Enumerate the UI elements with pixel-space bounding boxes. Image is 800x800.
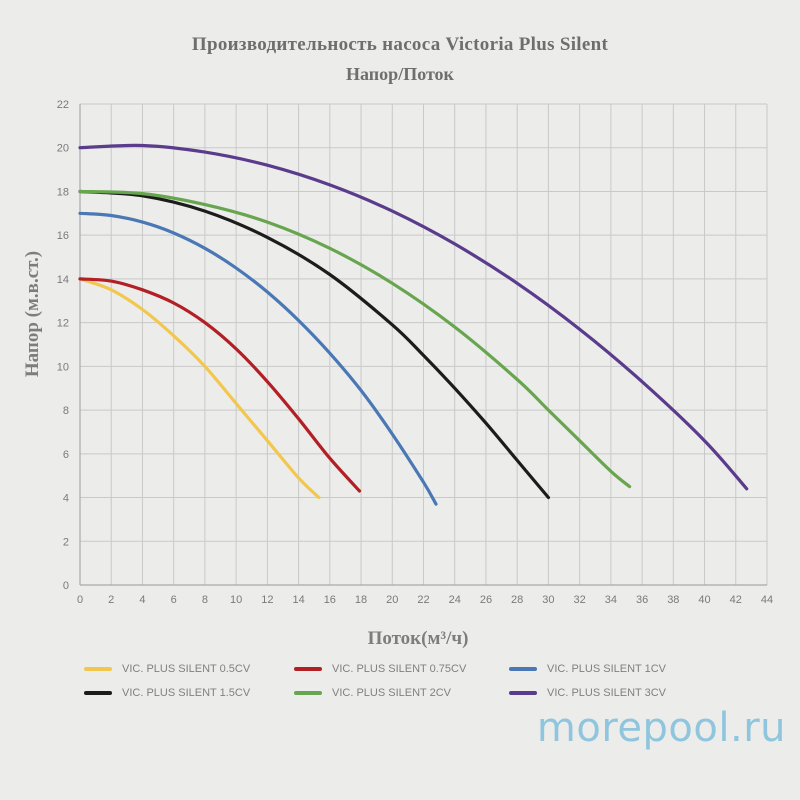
legend-item: VIC. PLUS SILENT 3CV	[509, 687, 719, 699]
legend-label: VIC. PLUS SILENT 1.5CV	[122, 687, 251, 699]
legend-label: VIC. PLUS SILENT 2CV	[332, 687, 452, 699]
x-tick-label: 2	[108, 594, 114, 606]
legend-label: VIC. PLUS SILENT 3CV	[547, 687, 667, 699]
x-tick-label: 28	[511, 594, 523, 606]
x-tick-label: 14	[292, 594, 304, 606]
y-tick-label: 4	[63, 493, 69, 505]
tick-labels: 0 2 4 6 8 10 12 14 16 18 20 22 24 26 28 30 32 34 36 38 40 42 4…	[57, 99, 773, 606]
legend-label: VIC. PLUS SILENT 1CV	[547, 663, 667, 675]
legend: VIC. PLUS SILENT 0.5CV VIC. PLUS SILENT 0…	[84, 663, 724, 699]
x-tick-label: 18	[355, 594, 367, 606]
legend-item: VIC. PLUS SILENT 1.5CV	[84, 687, 294, 699]
y-tick-label: 0	[63, 580, 69, 592]
legend-item: VIC. PLUS SILENT 1CV	[509, 663, 719, 675]
legend-item: VIC. PLUS SILENT 0.75CV	[294, 663, 509, 675]
series-lines	[78, 143, 749, 506]
y-tick-label: 10	[57, 361, 69, 373]
series-line-2	[78, 211, 438, 506]
grid	[79, 103, 768, 586]
x-tick-label: 40	[698, 594, 710, 606]
legend-swatch	[84, 667, 112, 671]
y-tick-label: 18	[57, 186, 69, 198]
x-tick-label: 0	[77, 594, 83, 606]
y-tick-label: 20	[57, 143, 69, 155]
series-line-0	[78, 277, 321, 500]
series-line-3	[78, 189, 550, 500]
x-tick-label: 4	[139, 594, 145, 606]
x-tick-label: 30	[542, 594, 554, 606]
chart-title: Производительность насоса Victoria Plus …	[191, 34, 609, 55]
x-tick-label: 20	[386, 594, 398, 606]
y-tick-label: 8	[63, 405, 69, 417]
series-line-1	[78, 277, 362, 493]
series-line-5	[78, 143, 749, 491]
y-axis-title: Напор (м.в.ст.)	[22, 251, 43, 377]
legend-item: VIC. PLUS SILENT 2CV	[294, 687, 509, 699]
x-tick-label: 38	[667, 594, 679, 606]
y-tick-label: 6	[63, 449, 69, 461]
y-tick-label: 22	[57, 99, 69, 111]
chart-subtitle: Напор/Поток	[346, 64, 454, 84]
x-tick-label: 26	[480, 594, 492, 606]
series-line-4	[78, 189, 632, 489]
x-axis-title: Поток(м³/ч)	[368, 628, 469, 649]
legend-swatch	[294, 691, 322, 695]
x-tick-label: 8	[202, 594, 208, 606]
legend-swatch	[84, 691, 112, 695]
legend-swatch	[509, 667, 537, 671]
legend-label: VIC. PLUS SILENT 0.75CV	[332, 663, 467, 675]
x-tick-label: 36	[636, 594, 648, 606]
legend-label: VIC. PLUS SILENT 0.5CV	[122, 663, 251, 675]
y-tick-label: 14	[57, 274, 69, 286]
legend-item: VIC. PLUS SILENT 0.5CV	[84, 663, 294, 675]
y-tick-label: 2	[63, 536, 69, 548]
x-tick-label: 34	[605, 594, 617, 606]
x-tick-label: 10	[230, 594, 242, 606]
x-tick-label: 24	[449, 594, 461, 606]
x-tick-label: 12	[261, 594, 273, 606]
x-tick-label: 44	[761, 594, 773, 606]
axes	[79, 104, 767, 586]
x-tick-label: 16	[324, 594, 336, 606]
y-tick-label: 12	[57, 318, 69, 330]
watermark: morepool.ru	[536, 705, 786, 751]
legend-swatch	[294, 667, 322, 671]
legend-swatch	[509, 691, 537, 695]
y-tick-label: 16	[57, 230, 69, 242]
x-tick-label: 6	[171, 594, 177, 606]
x-tick-label: 22	[417, 594, 429, 606]
x-tick-label: 32	[574, 594, 586, 606]
x-tick-label: 42	[730, 594, 742, 606]
